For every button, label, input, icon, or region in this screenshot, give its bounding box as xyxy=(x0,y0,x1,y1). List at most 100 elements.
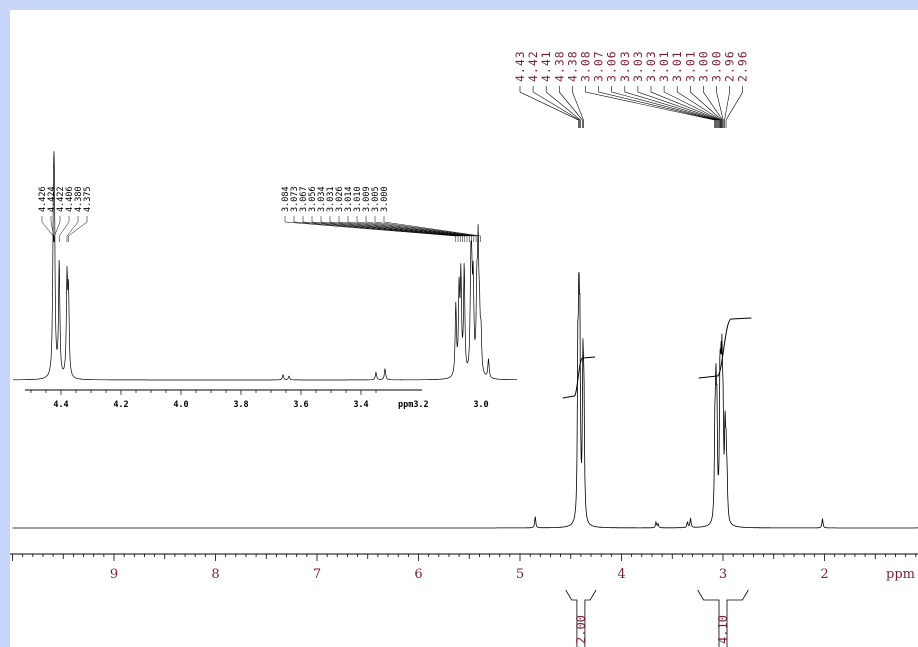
main-peak-labels: 4.43 4.42 4.41 4.38 4.38 3.08 3.07 3.06 3.03 3.03… xyxy=(513,50,750,128)
main-peak-label: 3.03 xyxy=(644,50,658,82)
main-peak-label: 3.01 xyxy=(670,50,684,82)
integral-value: 4.10 xyxy=(716,615,730,644)
inset-peak-leader xyxy=(338,216,470,242)
inset-axis-tick-label: 3.4 xyxy=(353,400,368,410)
main-peak-leader xyxy=(716,86,724,128)
main-peak-leader xyxy=(611,86,717,128)
main-peak-leader xyxy=(585,86,715,128)
inset-spectrum-trace xyxy=(13,151,517,381)
inset-peak-leader xyxy=(66,216,79,242)
main-integral-curves xyxy=(562,317,752,399)
main-x-axis-unit: ppm xyxy=(886,567,915,582)
inset-peak-leader xyxy=(58,216,70,242)
main-peak-label: 3.03 xyxy=(631,50,645,82)
inset-peak-label: 3.009 xyxy=(362,186,372,212)
inset-peak-label: 3.014 xyxy=(344,186,354,212)
inset-x-axis-tick-labels: 4.4 4.2 4.0 3.8 3.6 3.4 3.2 3.0 xyxy=(53,400,488,410)
main-peak-label: 2.96 xyxy=(723,50,737,82)
main-peak-label: 4.38 xyxy=(552,50,566,82)
main-peak-label: 3.00 xyxy=(710,50,724,82)
inset-peak-leader xyxy=(311,216,463,242)
inset-peak-leader xyxy=(302,216,461,242)
inset-peak-label: 4.424 xyxy=(47,186,57,212)
main-integral-values: 2.00 4.10 xyxy=(565,589,749,647)
inset-peak-label: 3.073 xyxy=(290,186,300,212)
main-peak-label: 3.00 xyxy=(696,50,710,82)
inset-peak-label: 3.005 xyxy=(371,186,381,212)
inset-peak-label: 3.056 xyxy=(308,186,318,212)
inset-peak-leader xyxy=(54,216,61,242)
main-axis-tick-label: 7 xyxy=(313,567,321,582)
main-axis-tick-label: 9 xyxy=(110,567,118,582)
main-peak-label: 3.07 xyxy=(592,50,606,82)
inset-peak-leader xyxy=(41,216,54,242)
main-peak-leader xyxy=(598,86,716,128)
inset-peak-label: 4.380 xyxy=(74,186,84,212)
main-peak-leader xyxy=(519,86,579,128)
inset-axis-tick-label: 4.0 xyxy=(173,400,188,410)
main-peak-leader xyxy=(572,86,584,128)
main-peak-leader xyxy=(650,86,720,128)
inset-peak-label: 3.000 xyxy=(380,186,390,212)
inset-axis-tick-label: 4.2 xyxy=(113,400,128,410)
main-peak-label: 2.96 xyxy=(736,50,750,82)
inset-peak-leader xyxy=(374,216,479,242)
main-peak-leader xyxy=(724,86,730,128)
main-peak-leader xyxy=(624,86,718,128)
inset-peak-leader xyxy=(356,216,475,242)
inset-peak-labels: 4.426 4.424 4.422 4.406 4.380 4.375 3.084 3.073… xyxy=(38,186,481,242)
inset-peak-leader xyxy=(329,216,468,242)
main-axis-tick-label: 6 xyxy=(414,567,422,582)
inset-peak-leader xyxy=(50,216,55,242)
main-axis-tick-label: 3 xyxy=(719,567,727,582)
inset-x-axis xyxy=(25,389,422,395)
main-axis-tick-label: 4 xyxy=(617,567,625,582)
inset-peak-label: 4.422 xyxy=(56,186,66,212)
inset-peak-leader xyxy=(347,216,472,242)
main-axis-tick-label: 5 xyxy=(516,567,524,582)
inset-peak-leader xyxy=(284,216,457,242)
main-peak-label: 4.42 xyxy=(526,50,540,82)
inset-axis-tick-label: 4.4 xyxy=(53,400,68,410)
inset-peak-label: 3.034 xyxy=(317,186,327,212)
main-peak-label: 3.08 xyxy=(579,50,593,82)
main-peak-label: 4.43 xyxy=(513,50,527,82)
main-peak-leader xyxy=(559,86,583,128)
main-peak-leader xyxy=(690,86,723,128)
main-peak-leader xyxy=(676,86,722,128)
inset-peak-label: 4.426 xyxy=(38,186,48,212)
main-spectrum-line xyxy=(12,272,918,529)
inset-x-axis-unit: ppm xyxy=(398,400,413,410)
main-peak-label: 4.38 xyxy=(565,50,579,82)
main-peak-leader xyxy=(703,86,723,128)
integral-value: 2.00 xyxy=(574,615,588,644)
inset-peak-label: 3.031 xyxy=(326,186,336,212)
integral-bracket-1 xyxy=(565,589,597,647)
inset-axis-tick-label: 3.0 xyxy=(473,400,488,410)
inset-peak-leader xyxy=(365,216,477,242)
inset-axis-tick-label: 3.2 xyxy=(413,400,428,410)
main-axis-tick-label: 2 xyxy=(820,567,828,582)
main-peak-leader xyxy=(637,86,719,128)
inset-peak-label: 4.406 xyxy=(65,186,75,212)
main-peak-label: 3.01 xyxy=(657,50,671,82)
inset-peak-leader xyxy=(383,216,481,242)
integral-bracket-2 xyxy=(697,589,749,647)
inset-peak-leader xyxy=(293,216,459,242)
inset-peak-label: 3.084 xyxy=(281,186,291,212)
inset-spectrum-line xyxy=(13,151,517,381)
integral-curve-2 xyxy=(698,317,752,379)
inset-peak-label: 3.010 xyxy=(353,186,363,212)
inset-peak-leader xyxy=(320,216,466,242)
inset-peak-label: 3.026 xyxy=(335,186,345,212)
inset-peak-leader xyxy=(68,216,88,242)
inset-peak-label: 4.375 xyxy=(83,186,93,212)
main-peak-label: 3.01 xyxy=(683,50,697,82)
inset-axis-tick-label: 3.8 xyxy=(233,400,248,410)
main-x-axis-tick-labels: 9 8 7 6 5 4 3 2 xyxy=(110,567,829,582)
main-spectrum-trace xyxy=(12,272,918,529)
main-peak-leader xyxy=(725,86,743,128)
inset-peak-label: 3.067 xyxy=(299,186,309,212)
